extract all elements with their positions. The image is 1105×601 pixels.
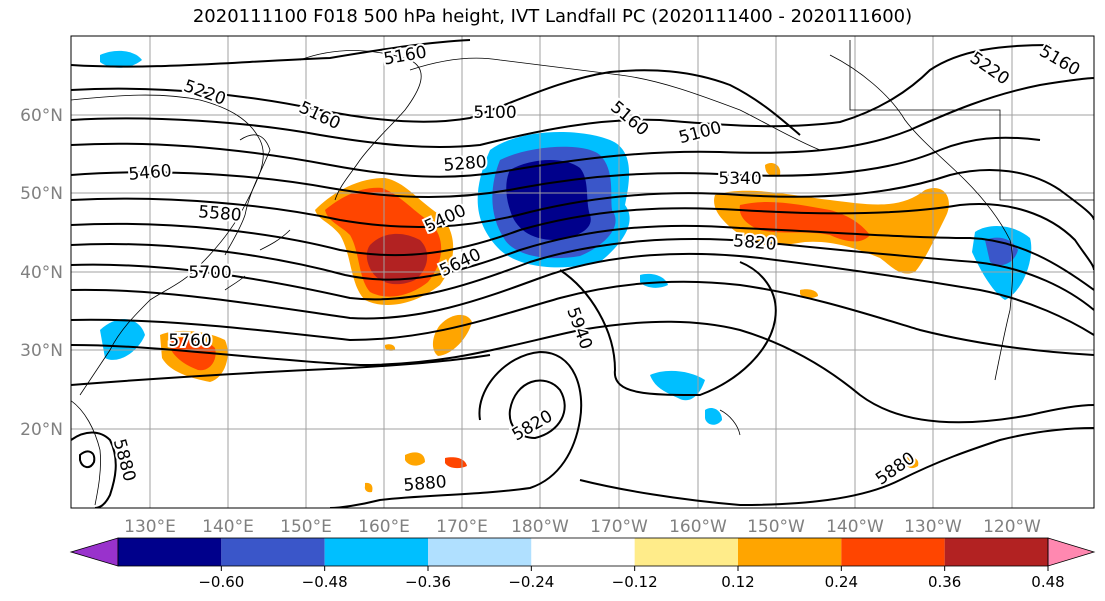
svg-text:5280: 5280 [443,152,488,176]
contour-label: 5340 [716,167,763,191]
height-contours [71,39,1094,508]
longitude-label: 160°E [358,517,410,537]
ivt-positive-region [800,289,818,299]
svg-text:5340: 5340 [718,169,761,189]
contour-label: 5880 [401,470,450,498]
ivt-positive-region [364,482,373,493]
contour-label: 5460 [126,159,175,187]
longitude-label: 150°W [747,517,805,537]
contour-label: 5280 [441,150,490,178]
ivt-negative-region [650,370,705,401]
latitude-label: 50°N [20,184,63,204]
ivt-negative-region [100,50,142,68]
longitude-label: 170°E [436,517,488,537]
contour-label: 5100 [471,101,518,125]
longitude-label: 120°W [983,517,1041,537]
longitude-label: 180°W [511,517,569,537]
ivt-positive-region [170,337,216,371]
ivt-negative-region [705,408,722,425]
svg-text:5460: 5460 [128,161,173,185]
ivt-positive-region [385,344,396,351]
latitude-label: 30°N [20,341,63,361]
svg-text:5880: 5880 [403,472,448,496]
contour-label: 5760 [166,329,213,353]
svg-text:5820: 5820 [732,231,777,255]
longitude-labels: 130°E 140°E 150°E 160°E 170°E 180°W 170°W 160°W… [124,517,1041,537]
latitude-label: 40°N [20,263,63,283]
ivt-positive-region [405,452,425,466]
contour-label: 5580 [195,200,244,228]
contour-label: 5700 [186,261,233,285]
ivt-positive-region [905,457,919,469]
longitude-label: 140°W [826,517,884,537]
latitude-label: 20°N [20,420,63,440]
longitude-label: 160°W [669,517,727,537]
longitude-label: 170°W [590,517,648,537]
longitude-label: 130°E [124,517,176,537]
contour-label: 5820 [730,229,779,257]
longitude-label: 130°W [904,517,962,537]
ivt-negative-region [640,273,668,288]
latitude-label: 60°N [20,106,63,126]
svg-text:5700: 5700 [188,263,231,283]
map-frame [70,35,1095,509]
map-title: 2020111100 F018 500 hPa height, IVT Land… [192,6,913,27]
svg-text:5760: 5760 [168,331,211,351]
svg-text:5100: 5100 [473,103,516,123]
longitude-label: 140°E [202,517,254,537]
graticule [71,36,1094,508]
longitude-label: 150°E [280,517,332,537]
coastlines [71,40,1094,506]
svg-text:5580: 5580 [197,202,242,226]
latitude-labels: 60°N 50°N 40°N 30°N 20°N [20,106,63,440]
